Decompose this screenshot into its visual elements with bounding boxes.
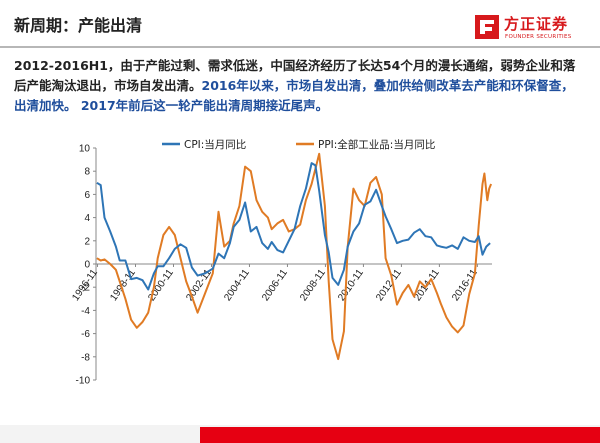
legend-item-cpi: CPI:当月同比 (162, 138, 246, 151)
x-tick-label: 1998-11 (108, 267, 138, 303)
brand-logo: 方正证券 FOUNDER SECURITIES (470, 8, 590, 48)
x-tick-label: 2010-11 (336, 267, 366, 303)
series-layer (96, 152, 493, 361)
y-tick-label: -4 (81, 306, 90, 317)
x-tick-label: 2008-11 (298, 267, 328, 303)
legend: CPI:当月同比 PPI:全部工业品:当月同比 (162, 138, 435, 151)
footer-accent-bar (200, 427, 600, 443)
y-tick-label: 4 (84, 213, 90, 224)
legend-label: PPI:全部工业品:当月同比 (318, 138, 435, 151)
y-tick-label: 2 (84, 236, 90, 247)
y-tick-label: -10 (76, 376, 91, 387)
y-tick-label: 10 (79, 144, 91, 155)
footer-bar (0, 425, 600, 443)
y-tick-label: -6 (81, 329, 90, 340)
title-divider (0, 46, 600, 48)
y-tick-label: -2 (81, 283, 90, 294)
brand-name-en: FOUNDER SECURITIES (505, 34, 572, 40)
legend-label: CPI:当月同比 (184, 138, 246, 151)
x-tick-label: 2004-11 (222, 267, 252, 303)
slide-title: 新周期：产能出清 (14, 16, 143, 35)
brand-name: 方正证券 (504, 15, 569, 33)
series-line-ppi (96, 152, 493, 361)
y-tick-label: 8 (84, 167, 90, 178)
body-text-part2: 2016年以来，市场自发出清，叠加供给侧改革去产能和环保督查，出清加快。 201… (14, 78, 574, 113)
slide-body-text: 2012-2016H1，由于产能过剩、需求低迷，中国经济经历了长达54个月的漫长… (14, 56, 586, 116)
brand-mark-icon (475, 15, 499, 39)
y-tick-label: -8 (81, 352, 90, 363)
y-tick-label: 0 (84, 260, 90, 271)
y-axis: -10 -8 -6 -4 -2 0 2 4 6 8 10 (76, 144, 97, 387)
body-text-part1: 2012-2016H1，由于产能过剩、需求低迷，中国经济经历了长达54个月的漫长… (14, 58, 576, 93)
series-line-cpi (96, 162, 491, 291)
x-tick-label: 2006-11 (260, 267, 290, 303)
y-tick-label: 6 (84, 190, 90, 201)
legend-item-ppi: PPI:全部工业品:当月同比 (296, 138, 435, 151)
x-tick-label: 2002-11 (184, 267, 214, 303)
